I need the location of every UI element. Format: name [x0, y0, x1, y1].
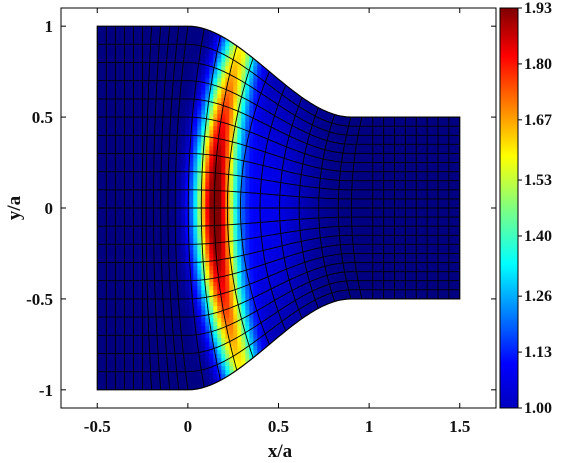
colorbar-tick-label: 1.40: [524, 228, 552, 245]
mesh-line: [279, 97, 303, 319]
mesh-line: [200, 35, 221, 381]
colorbar: [499, 7, 519, 409]
x-tick-label: 0: [184, 417, 193, 436]
x-tick-label: 1: [365, 417, 374, 436]
colorbar-tick-label: 1.13: [524, 344, 552, 361]
mesh-line: [97, 216, 460, 227]
mesh-line: [97, 153, 460, 182]
mesh-line: [213, 45, 238, 371]
mesh-line: [97, 225, 460, 245]
y-axis-ticks: -1 -0.5 0 0.5 1: [26, 17, 496, 400]
mesh-line: [174, 26, 189, 390]
colorbar-tick-label: 1.26: [524, 288, 552, 305]
mesh-line: [187, 28, 205, 388]
mesh-line: [97, 289, 460, 373]
mesh-line: [97, 189, 460, 200]
mesh-line: [160, 26, 171, 390]
colorbar-ticks: 1.00 1.13 1.26 1.40 1.53 1.67 1.80 1.93: [518, 0, 552, 417]
mesh-line: [97, 262, 460, 318]
mesh-line: [318, 114, 336, 302]
y-tick-label: 0: [45, 199, 54, 218]
y-tick-label: 0.5: [32, 108, 53, 127]
colorbar-tick-label: 1.67: [524, 112, 552, 129]
mesh-line: [97, 98, 460, 154]
y-axis-label: y/a: [4, 195, 25, 220]
x-axis-label: x/a: [268, 441, 293, 462]
mesh-line: [97, 134, 460, 173]
domain-boundary: [96, 25, 461, 391]
mesh-grid: [97, 26, 460, 390]
mesh-line: [350, 116, 363, 300]
mesh-line: [226, 58, 254, 358]
x-tick-label: 0.5: [268, 417, 289, 436]
mesh-line: [97, 253, 460, 300]
y-tick-label: -0.5: [26, 290, 53, 309]
colorbar-tick-label: 1.00: [524, 400, 552, 417]
mesh-line: [152, 26, 162, 390]
x-tick-label: -0.5: [84, 417, 111, 436]
mesh-line: [259, 84, 287, 332]
colorbar-tick-label: 1.93: [524, 0, 552, 17]
y-tick-label: 1: [45, 17, 54, 36]
colorbar-tick-label: 1.80: [524, 56, 552, 73]
mesh-line: [97, 271, 460, 336]
mesh-line: [97, 234, 460, 263]
mesh-line: [97, 43, 460, 127]
x-axis-ticks: -0.5 0 0.5 1 1.5: [84, 8, 470, 436]
mesh-line: [97, 80, 460, 145]
colorbar-tick-label: 1.53: [524, 172, 552, 189]
mesh-line: [298, 107, 319, 309]
mesh-line: [337, 116, 352, 300]
mesh-line: [145, 26, 153, 390]
mesh-line: [97, 116, 460, 163]
mesh-line: [239, 71, 270, 345]
y-tick-label: -1: [39, 381, 53, 400]
mesh-line: [97, 243, 460, 282]
mesh-line: [167, 26, 180, 390]
mesh-line: [97, 171, 460, 191]
x-tick-label: 1.5: [449, 417, 470, 436]
